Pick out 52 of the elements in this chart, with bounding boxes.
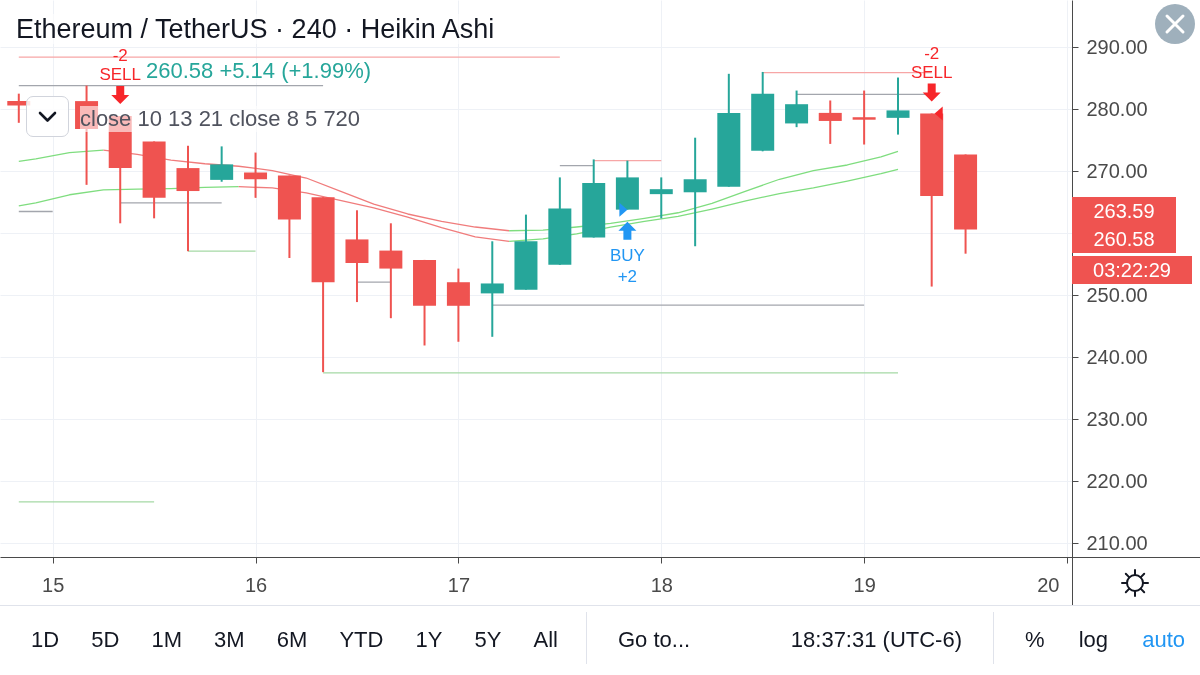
- text: 263.59: [1072, 197, 1176, 225]
- x-tick-label: 15: [42, 573, 65, 596]
- y-tick-label: 250.00: [1086, 283, 1148, 306]
- candlestick: [345, 209, 369, 304]
- candlestick: [176, 144, 200, 253]
- x-tick-label: 17: [447, 573, 471, 596]
- text: 1Y: [415, 627, 443, 653]
- candlestick: [785, 89, 809, 129]
- annotation: close 10 13 21 close 8 5 720: [80, 106, 361, 132]
- text: 1D: [31, 627, 60, 653]
- text: 260.58 +5.14 (+1.99%): [146, 58, 372, 83]
- annotation: BUY +2: [609, 245, 645, 286]
- candlestick: [446, 267, 470, 343]
- text: 5D: [91, 627, 120, 653]
- text: YTD: [339, 627, 384, 653]
- candlestick: [683, 136, 707, 248]
- line-series: [18, 186, 240, 207]
- x-tick-label: 20: [1037, 573, 1060, 596]
- text: 6M: [276, 627, 308, 653]
- text: log: [1078, 627, 1109, 653]
- candlestick: [480, 240, 504, 338]
- x-tick-label: 16: [244, 573, 268, 596]
- text: All: [533, 627, 558, 653]
- text: 1M: [151, 627, 182, 653]
- text: Ethereum / TetherUS · 240 · Heikin Ashi: [16, 14, 495, 44]
- text: 03:22:29: [1072, 256, 1192, 284]
- y-tick-label: 280.00: [1086, 97, 1148, 120]
- candlestick: [886, 76, 910, 136]
- text: 3M: [214, 627, 245, 653]
- candlestick: [244, 151, 268, 199]
- candlestick: [852, 89, 876, 146]
- text: %: [1025, 627, 1045, 653]
- candlestick: [818, 99, 842, 145]
- text: 18:37:31 (UTC-6): [790, 627, 962, 653]
- x-tick-label: 18: [650, 573, 673, 596]
- y-tick-label: 210.00: [1086, 531, 1148, 554]
- text: 260.58: [1072, 225, 1176, 253]
- candlestick: [649, 176, 673, 220]
- annotation: -2 SELL: [910, 43, 953, 82]
- line-series: [18, 149, 105, 162]
- x-tick-label: 19: [853, 573, 876, 596]
- y-tick-label: 240.00: [1086, 345, 1148, 368]
- text: Go to...: [618, 627, 691, 653]
- candlestick: [210, 145, 234, 183]
- y-tick-label: 290.00: [1086, 35, 1148, 58]
- y-tick-label: 220.00: [1086, 469, 1148, 492]
- candlestick: [379, 222, 403, 320]
- y-tick-label: 270.00: [1086, 159, 1148, 182]
- text: auto: [1142, 627, 1185, 653]
- text: 5Y: [474, 627, 502, 653]
- annotation: -2 SELL: [99, 45, 142, 84]
- y-tick-label: 230.00: [1086, 407, 1148, 430]
